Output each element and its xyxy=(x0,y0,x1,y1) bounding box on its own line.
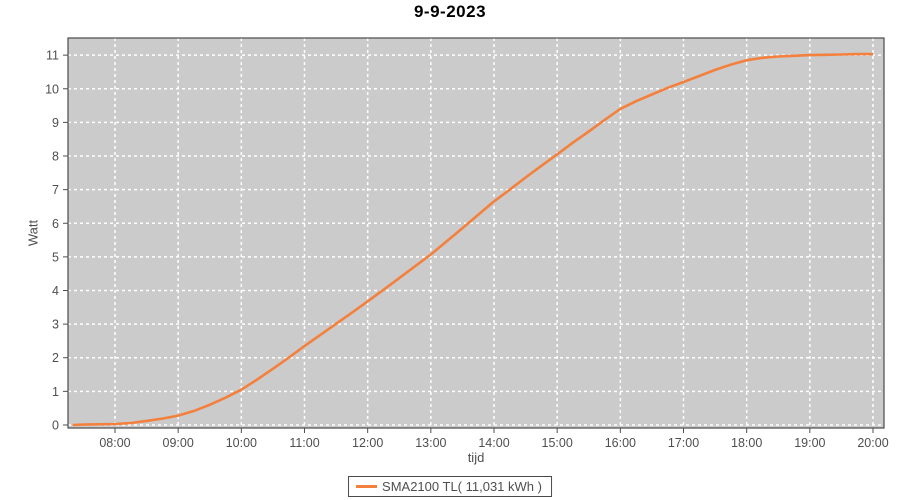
y-tick-label: 3 xyxy=(52,318,59,332)
x-axis-label: tijd xyxy=(467,450,485,465)
x-tick-label: 15:00 xyxy=(542,436,573,450)
y-tick-label: 0 xyxy=(52,418,59,432)
x-tick-label: 20:00 xyxy=(857,436,888,450)
plot-border xyxy=(67,37,885,429)
y-tick-label: 1 xyxy=(52,385,59,399)
y-tick-label: 9 xyxy=(52,116,59,130)
x-tick-label: 09:00 xyxy=(163,436,194,450)
y-tick-label: 7 xyxy=(52,183,59,197)
x-tick-label: 13:00 xyxy=(415,436,446,450)
y-tick-label: 2 xyxy=(52,351,59,365)
x-tick-label: 11:00 xyxy=(289,436,319,450)
x-tick-label: 12:00 xyxy=(352,436,383,450)
legend: SMA2100 TL( 11,031 kWh ) xyxy=(348,476,552,497)
x-tick-label: 14:00 xyxy=(478,436,509,450)
y-tick-label: 6 xyxy=(52,217,59,231)
plot-background xyxy=(68,38,884,428)
y-tick-label: 4 xyxy=(52,284,59,298)
y-axis-label: Watt xyxy=(25,219,41,247)
x-tick-label: 19:00 xyxy=(794,436,825,450)
y-tick-label: 5 xyxy=(52,250,59,264)
x-tick-label: 16:00 xyxy=(605,436,636,450)
series-line xyxy=(72,52,873,427)
x-tick-label: 08:00 xyxy=(99,436,130,450)
y-tick-label: 8 xyxy=(52,150,59,164)
y-tick-label: 10 xyxy=(45,82,59,96)
chart-title: 9-9-2023 xyxy=(413,2,487,21)
x-tick-label: 17:00 xyxy=(668,436,699,450)
y-tick-label: 11 xyxy=(46,49,59,63)
x-tick-label: 18:00 xyxy=(731,436,762,450)
x-tick-label: 10:00 xyxy=(226,436,257,450)
legend-line-swatch xyxy=(356,485,378,488)
legend-series-label: SMA2100 TL( 11,031 kWh ) xyxy=(382,479,542,494)
